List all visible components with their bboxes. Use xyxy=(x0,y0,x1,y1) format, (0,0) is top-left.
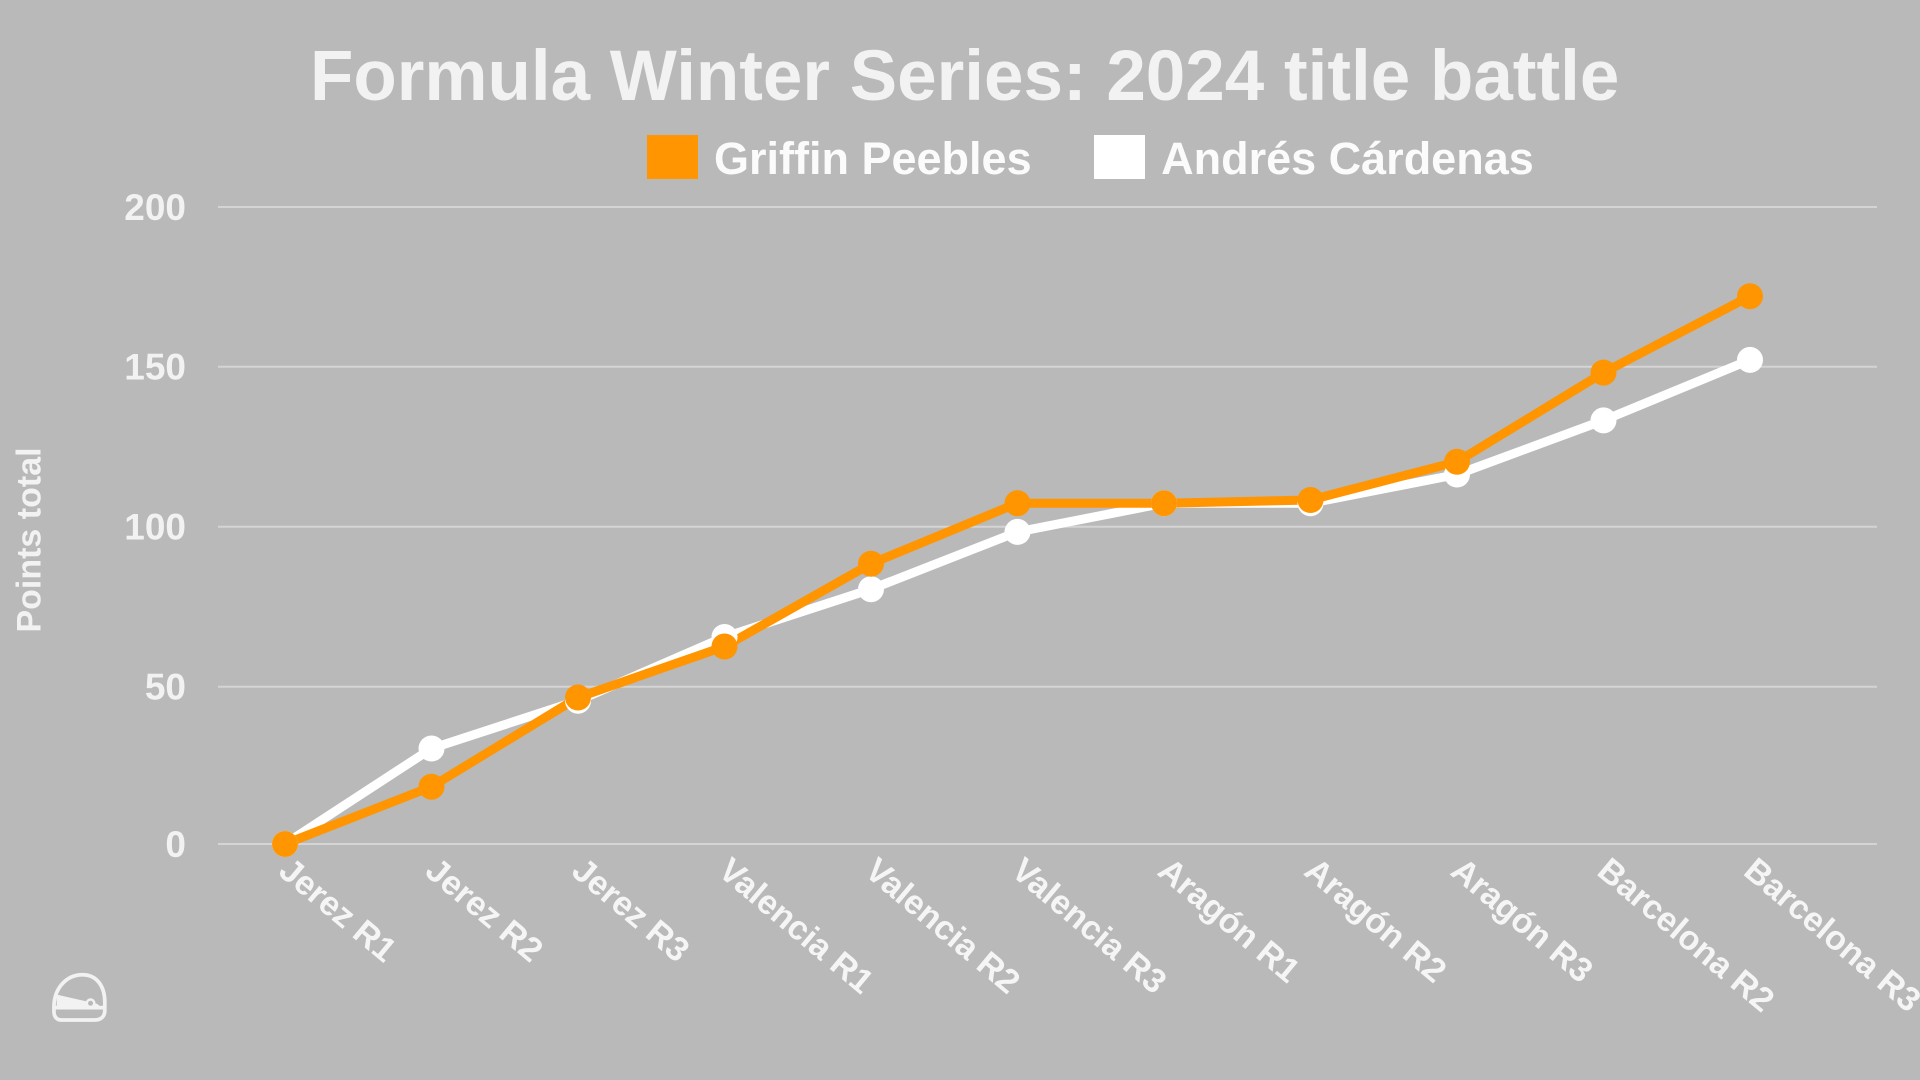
svg-text:100: 100 xyxy=(124,507,186,548)
svg-text:Aragón R2: Aragón R2 xyxy=(1297,851,1453,991)
svg-text:50: 50 xyxy=(145,667,186,708)
svg-text:Valencia R1: Valencia R1 xyxy=(711,851,880,1002)
svg-text:200: 200 xyxy=(124,187,186,228)
svg-text:Aragón R1: Aragón R1 xyxy=(1151,851,1307,991)
svg-text:Valencia R2: Valencia R2 xyxy=(858,851,1027,1002)
svg-text:0: 0 xyxy=(165,824,186,865)
svg-text:Jerez R2: Jerez R2 xyxy=(418,851,550,970)
svg-text:150: 150 xyxy=(124,347,186,388)
svg-text:Aragón R3: Aragón R3 xyxy=(1444,851,1600,991)
svg-text:Jerez R1: Jerez R1 xyxy=(272,851,404,970)
svg-text:Jerez R3: Jerez R3 xyxy=(565,851,697,970)
svg-text:Valencia R3: Valencia R3 xyxy=(1004,851,1173,1002)
